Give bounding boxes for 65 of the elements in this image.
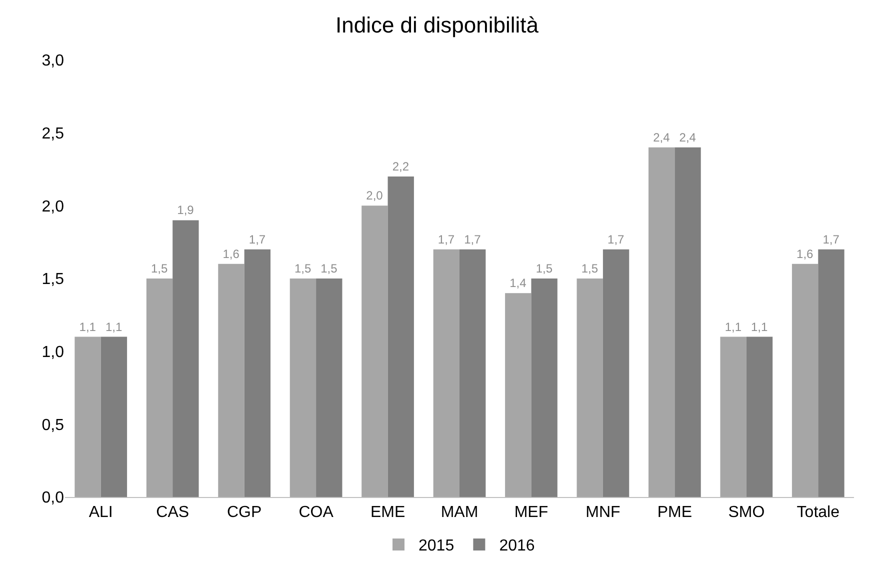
bar bbox=[316, 278, 342, 497]
bar bbox=[531, 278, 558, 497]
x-tick-label: CAS bbox=[156, 504, 190, 522]
bar bbox=[746, 336, 773, 497]
bar bbox=[720, 336, 746, 497]
data-label: 2,4 bbox=[653, 130, 670, 144]
x-tick-label: PME bbox=[657, 504, 692, 522]
y-tick-label: 2,5 bbox=[42, 125, 64, 142]
x-tick-label: MNF bbox=[586, 504, 621, 522]
data-label: 1,7 bbox=[438, 232, 455, 246]
bar bbox=[244, 249, 270, 497]
legend-label: 2015 bbox=[418, 538, 454, 555]
bar bbox=[218, 264, 244, 497]
data-label: 2,2 bbox=[392, 160, 410, 174]
y-tick-label: 2,0 bbox=[42, 198, 64, 216]
data-label: 1,9 bbox=[177, 203, 194, 218]
y-tick-label: 1,5 bbox=[42, 271, 64, 288]
legend-label: 2016 bbox=[499, 538, 535, 555]
y-tick-label: 0,5 bbox=[42, 416, 64, 434]
data-label: 1,1 bbox=[79, 320, 96, 334]
data-label: 1,7 bbox=[608, 232, 625, 246]
x-tick-label: MEF bbox=[514, 504, 548, 522]
data-label: 1,5 bbox=[320, 262, 338, 276]
data-label: 1,1 bbox=[750, 320, 768, 334]
bar bbox=[576, 278, 603, 497]
data-label: 1,7 bbox=[822, 232, 840, 246]
bar bbox=[146, 278, 173, 497]
data-label: 1,7 bbox=[248, 232, 266, 246]
bar bbox=[674, 147, 701, 497]
data-label: 1,1 bbox=[105, 320, 122, 334]
data-label: 1,5 bbox=[581, 262, 598, 276]
data-label: 2,4 bbox=[679, 130, 696, 144]
data-label: 1,5 bbox=[150, 262, 168, 276]
x-tick-label: CGP bbox=[226, 504, 262, 522]
x-tick-label: SMO bbox=[728, 504, 765, 522]
bar bbox=[433, 249, 460, 497]
bar bbox=[648, 147, 675, 497]
bar bbox=[362, 206, 388, 497]
data-label: 1,6 bbox=[222, 246, 240, 261]
bar bbox=[74, 336, 101, 497]
bar bbox=[792, 264, 818, 497]
x-tick-label: Totale bbox=[796, 504, 840, 522]
data-label: 1,6 bbox=[796, 246, 814, 261]
bar bbox=[505, 293, 532, 497]
data-label: 1,7 bbox=[464, 232, 482, 246]
bar bbox=[290, 278, 316, 497]
y-tick-label: 1,0 bbox=[42, 344, 64, 361]
bar bbox=[460, 249, 486, 497]
data-label: 1,5 bbox=[536, 262, 553, 276]
bar bbox=[818, 249, 844, 497]
x-tick-label: ALI bbox=[88, 504, 113, 522]
data-label: 1,5 bbox=[294, 262, 312, 276]
data-label: 2,0 bbox=[366, 188, 384, 203]
data-label: 1,4 bbox=[510, 276, 527, 290]
x-tick-label: COA bbox=[298, 504, 334, 522]
x-tick-label: MAM bbox=[440, 504, 478, 522]
bar bbox=[602, 249, 630, 497]
bar bbox=[172, 220, 199, 497]
bar bbox=[388, 176, 414, 497]
data-label: 1,1 bbox=[724, 320, 742, 334]
y-tick-label: 0,0 bbox=[42, 490, 64, 507]
chart-title: Indice di disponibilità bbox=[335, 12, 540, 38]
x-tick-label: EME bbox=[370, 504, 406, 522]
bar bbox=[100, 336, 128, 497]
y-tick-label: 3,0 bbox=[42, 52, 64, 70]
